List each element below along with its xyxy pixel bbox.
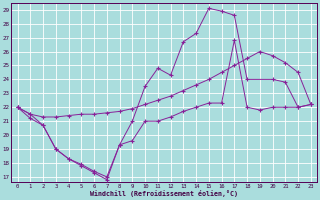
X-axis label: Windchill (Refroidissement éolien,°C): Windchill (Refroidissement éolien,°C)	[90, 190, 238, 197]
